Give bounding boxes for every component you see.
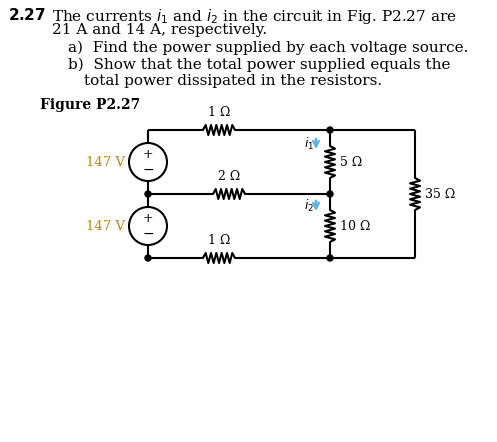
Text: 147 V: 147 V <box>86 220 125 232</box>
Text: The currents $i_1$ and $i_2$ in the circuit in Fig. P2.27 are: The currents $i_1$ and $i_2$ in the circ… <box>52 7 457 26</box>
Text: 35 Ω: 35 Ω <box>425 187 455 201</box>
Text: 1 Ω: 1 Ω <box>208 106 230 119</box>
Text: $i_1$: $i_1$ <box>304 136 314 152</box>
Text: 10 Ω: 10 Ω <box>340 220 370 232</box>
Text: total power dissipated in the resistors.: total power dissipated in the resistors. <box>84 74 382 88</box>
Circle shape <box>327 191 333 197</box>
Text: −: − <box>142 227 154 241</box>
Circle shape <box>327 255 333 261</box>
Text: b)  Show that the total power supplied equals the: b) Show that the total power supplied eq… <box>68 58 450 72</box>
Text: Figure P2.27: Figure P2.27 <box>40 98 140 112</box>
Text: a)  Find the power supplied by each voltage source.: a) Find the power supplied by each volta… <box>68 41 468 55</box>
Text: $i_2$: $i_2$ <box>304 198 314 214</box>
Text: 2 Ω: 2 Ω <box>218 170 240 183</box>
Text: 21 A and 14 A, respectively.: 21 A and 14 A, respectively. <box>52 23 267 37</box>
Text: −: − <box>142 163 154 177</box>
Circle shape <box>145 255 151 261</box>
Text: +: + <box>143 148 153 160</box>
Text: 5 Ω: 5 Ω <box>340 156 362 168</box>
Text: +: + <box>143 212 153 225</box>
Text: 147 V: 147 V <box>86 156 125 168</box>
Circle shape <box>145 191 151 197</box>
Text: $\mathbf{2.27}$: $\mathbf{2.27}$ <box>8 7 46 23</box>
Text: 1 Ω: 1 Ω <box>208 234 230 247</box>
Circle shape <box>327 127 333 133</box>
